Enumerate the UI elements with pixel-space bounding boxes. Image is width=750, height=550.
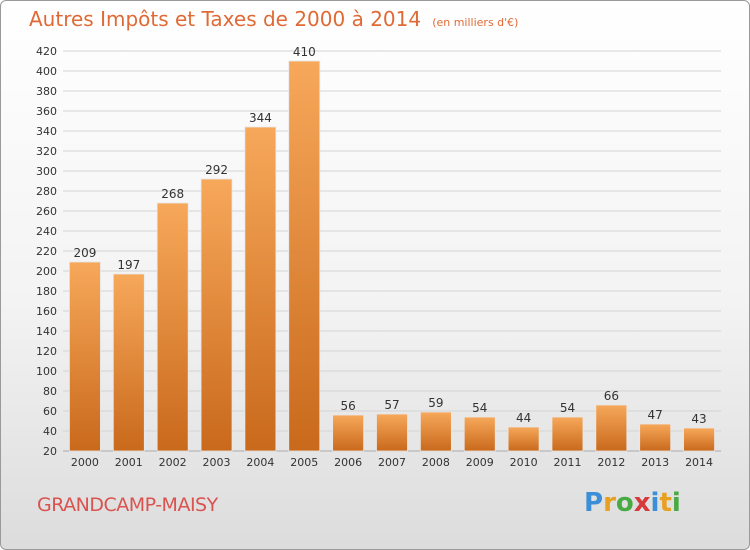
bar-2003 [200,178,233,452]
logo-letter: i [650,488,660,518]
y-tick-label: 360 [36,105,57,118]
value-label: 59 [428,396,443,410]
x-tick-label: 2014 [685,456,713,469]
logo-letter: o [615,488,634,518]
bars [69,60,715,452]
bar-2004 [244,126,277,452]
logo-letter: P [584,488,604,518]
y-tick-label: 320 [36,145,57,158]
value-labels: 209 197 268 292 344 410 56 57 59 54 44 54 66 47 43 [73,45,706,426]
value-label: 197 [117,258,140,272]
y-tick-label: 40 [43,425,57,438]
logo-letter: t [659,488,672,518]
bar-2001 [112,273,145,452]
x-tick-label: 2004 [246,456,274,469]
logo-letter: r [603,488,616,518]
x-tick-label: 2011 [553,456,581,469]
bar-2009 [463,416,496,452]
value-label: 54 [472,401,487,415]
value-label: 66 [604,389,619,403]
x-tick-label: 2012 [597,456,625,469]
y-tick-label: 220 [36,245,57,258]
y-tick-label: 380 [36,85,57,98]
y-tick-label: 60 [43,405,57,418]
y-tick-label: 100 [36,365,57,378]
x-tick-label: 2009 [466,456,494,469]
x-tick-label: 2008 [422,456,450,469]
chart-title-unit: (en milliers d'€) [432,16,519,29]
bar-2005 [288,60,321,452]
y-tick-label: 280 [36,185,57,198]
bar-2007 [376,413,408,452]
x-tick-label: 2005 [290,456,318,469]
x-tick-label: 2013 [641,456,669,469]
value-label: 292 [205,163,228,177]
x-tick-label: 2006 [334,456,362,469]
proxiti-logo: Proxiti [584,488,681,518]
x-tick-label: 2001 [115,456,143,469]
bar-2013 [639,423,672,452]
value-label: 268 [161,187,184,201]
chart-title-main: Autres Impôts et Taxes de 2000 à 2014 [29,7,422,31]
x-tick-label: 2000 [71,456,99,469]
logo-letter: i [671,488,681,518]
y-tick-label: 180 [36,285,57,298]
bar-2010 [507,426,540,452]
value-label: 410 [293,45,316,59]
bar-2000 [69,261,101,452]
y-tick-label: 400 [36,65,57,78]
logo-letter: x [633,488,651,518]
value-label: 56 [340,399,355,413]
bar-2006 [332,414,365,452]
y-tick-label: 20 [43,445,57,458]
value-label: 47 [648,408,663,422]
value-label: 44 [516,411,531,425]
value-label: 344 [249,111,272,125]
y-tick-label: 200 [36,265,57,278]
value-label: 209 [73,246,96,260]
x-tick-label: 2010 [510,456,538,469]
bar-2011 [551,416,584,452]
bar-2008 [419,411,452,452]
value-label: 57 [384,398,399,412]
y-tick-label: 300 [36,165,57,178]
y-tick-label: 140 [36,325,57,338]
commune-name: GRANDCAMP-MAISY [37,494,218,516]
x-tick-label: 2007 [378,456,406,469]
x-tick-label: 2003 [203,456,231,469]
value-label: 43 [691,412,706,426]
y-tick-label: 160 [36,305,57,318]
y-tick-label: 80 [43,385,57,398]
y-tick-label: 260 [36,205,57,218]
y-tick-label: 420 [36,45,57,58]
value-label: 54 [560,401,575,415]
y-tick-label: 240 [36,225,57,238]
bar-2002 [156,202,189,452]
y-tick-label: 120 [36,345,57,358]
x-tick-labels: 2000 2001 2002 2003 2004 2005 2006 2007 2008 2009… [71,456,713,469]
chart-title: Autres Impôts et Taxes de 2000 à 2014 (e… [29,7,518,31]
y-tick-label: 340 [36,125,57,138]
y-tick-labels: 20 40 60 80 100 120 140 160 180 200 220 240 260 280 30… [36,45,57,458]
x-tick-label: 2002 [159,456,187,469]
bar-2014 [683,427,715,452]
bar-2012 [595,404,628,452]
